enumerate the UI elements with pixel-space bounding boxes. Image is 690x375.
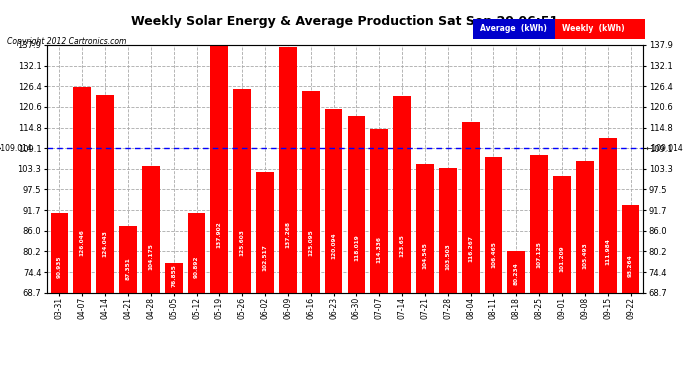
Text: Average  (kWh): Average (kWh) bbox=[480, 24, 546, 33]
Text: 107.125: 107.125 bbox=[537, 241, 542, 268]
Bar bbox=[302, 91, 319, 292]
Bar bbox=[576, 161, 593, 292]
Bar bbox=[119, 226, 137, 292]
Text: 120.094: 120.094 bbox=[331, 233, 336, 260]
Bar bbox=[507, 251, 525, 292]
Bar bbox=[484, 158, 502, 292]
Bar bbox=[210, 45, 228, 292]
Text: 137.268: 137.268 bbox=[286, 221, 290, 248]
Bar bbox=[462, 122, 480, 292]
Text: 90.935: 90.935 bbox=[57, 256, 62, 278]
Bar bbox=[348, 116, 365, 292]
Text: 111.984: 111.984 bbox=[605, 238, 610, 265]
Text: 118.019: 118.019 bbox=[354, 234, 359, 261]
Text: 76.855: 76.855 bbox=[171, 264, 176, 287]
Text: 125.603: 125.603 bbox=[239, 229, 245, 256]
Text: →109.014: →109.014 bbox=[0, 144, 32, 153]
Bar bbox=[256, 171, 274, 292]
Text: 93.264: 93.264 bbox=[628, 254, 633, 277]
Text: 125.095: 125.095 bbox=[308, 230, 313, 256]
Bar bbox=[50, 213, 68, 292]
Text: 80.234: 80.234 bbox=[514, 262, 519, 285]
Bar bbox=[553, 176, 571, 292]
Bar bbox=[622, 205, 640, 292]
Bar bbox=[530, 155, 548, 292]
Text: Copyright 2012 Cartronics.com: Copyright 2012 Cartronics.com bbox=[7, 38, 126, 46]
Bar bbox=[439, 168, 457, 292]
Bar bbox=[416, 164, 434, 292]
Text: 116.267: 116.267 bbox=[468, 235, 473, 262]
Bar bbox=[371, 129, 388, 292]
Text: 126.046: 126.046 bbox=[80, 229, 85, 256]
Bar bbox=[233, 89, 251, 292]
Text: 124.043: 124.043 bbox=[103, 230, 108, 257]
Text: 104.175: 104.175 bbox=[148, 243, 153, 270]
Text: 103.503: 103.503 bbox=[445, 243, 451, 270]
Bar bbox=[142, 166, 160, 292]
Text: 114.336: 114.336 bbox=[377, 236, 382, 263]
Text: 106.465: 106.465 bbox=[491, 241, 496, 268]
Bar bbox=[599, 138, 617, 292]
Text: ←109.014: ←109.014 bbox=[646, 144, 684, 153]
Text: 90.892: 90.892 bbox=[194, 256, 199, 278]
Text: 104.545: 104.545 bbox=[422, 243, 427, 269]
Text: Weekly Solar Energy & Average Production Sat Sep 29 06:51: Weekly Solar Energy & Average Production… bbox=[131, 15, 559, 28]
Bar bbox=[325, 109, 342, 292]
Bar bbox=[393, 96, 411, 292]
Text: 105.493: 105.493 bbox=[582, 242, 587, 269]
Text: 101.209: 101.209 bbox=[560, 245, 564, 272]
Bar bbox=[188, 213, 206, 292]
Bar bbox=[97, 94, 114, 292]
Text: 137.902: 137.902 bbox=[217, 221, 222, 248]
Text: Weekly  (kWh): Weekly (kWh) bbox=[562, 24, 625, 33]
Text: 87.351: 87.351 bbox=[126, 258, 130, 280]
Bar bbox=[73, 87, 91, 292]
Text: 102.517: 102.517 bbox=[263, 244, 268, 271]
Bar bbox=[165, 263, 183, 292]
Bar bbox=[279, 47, 297, 292]
Text: 123.65: 123.65 bbox=[400, 234, 404, 257]
